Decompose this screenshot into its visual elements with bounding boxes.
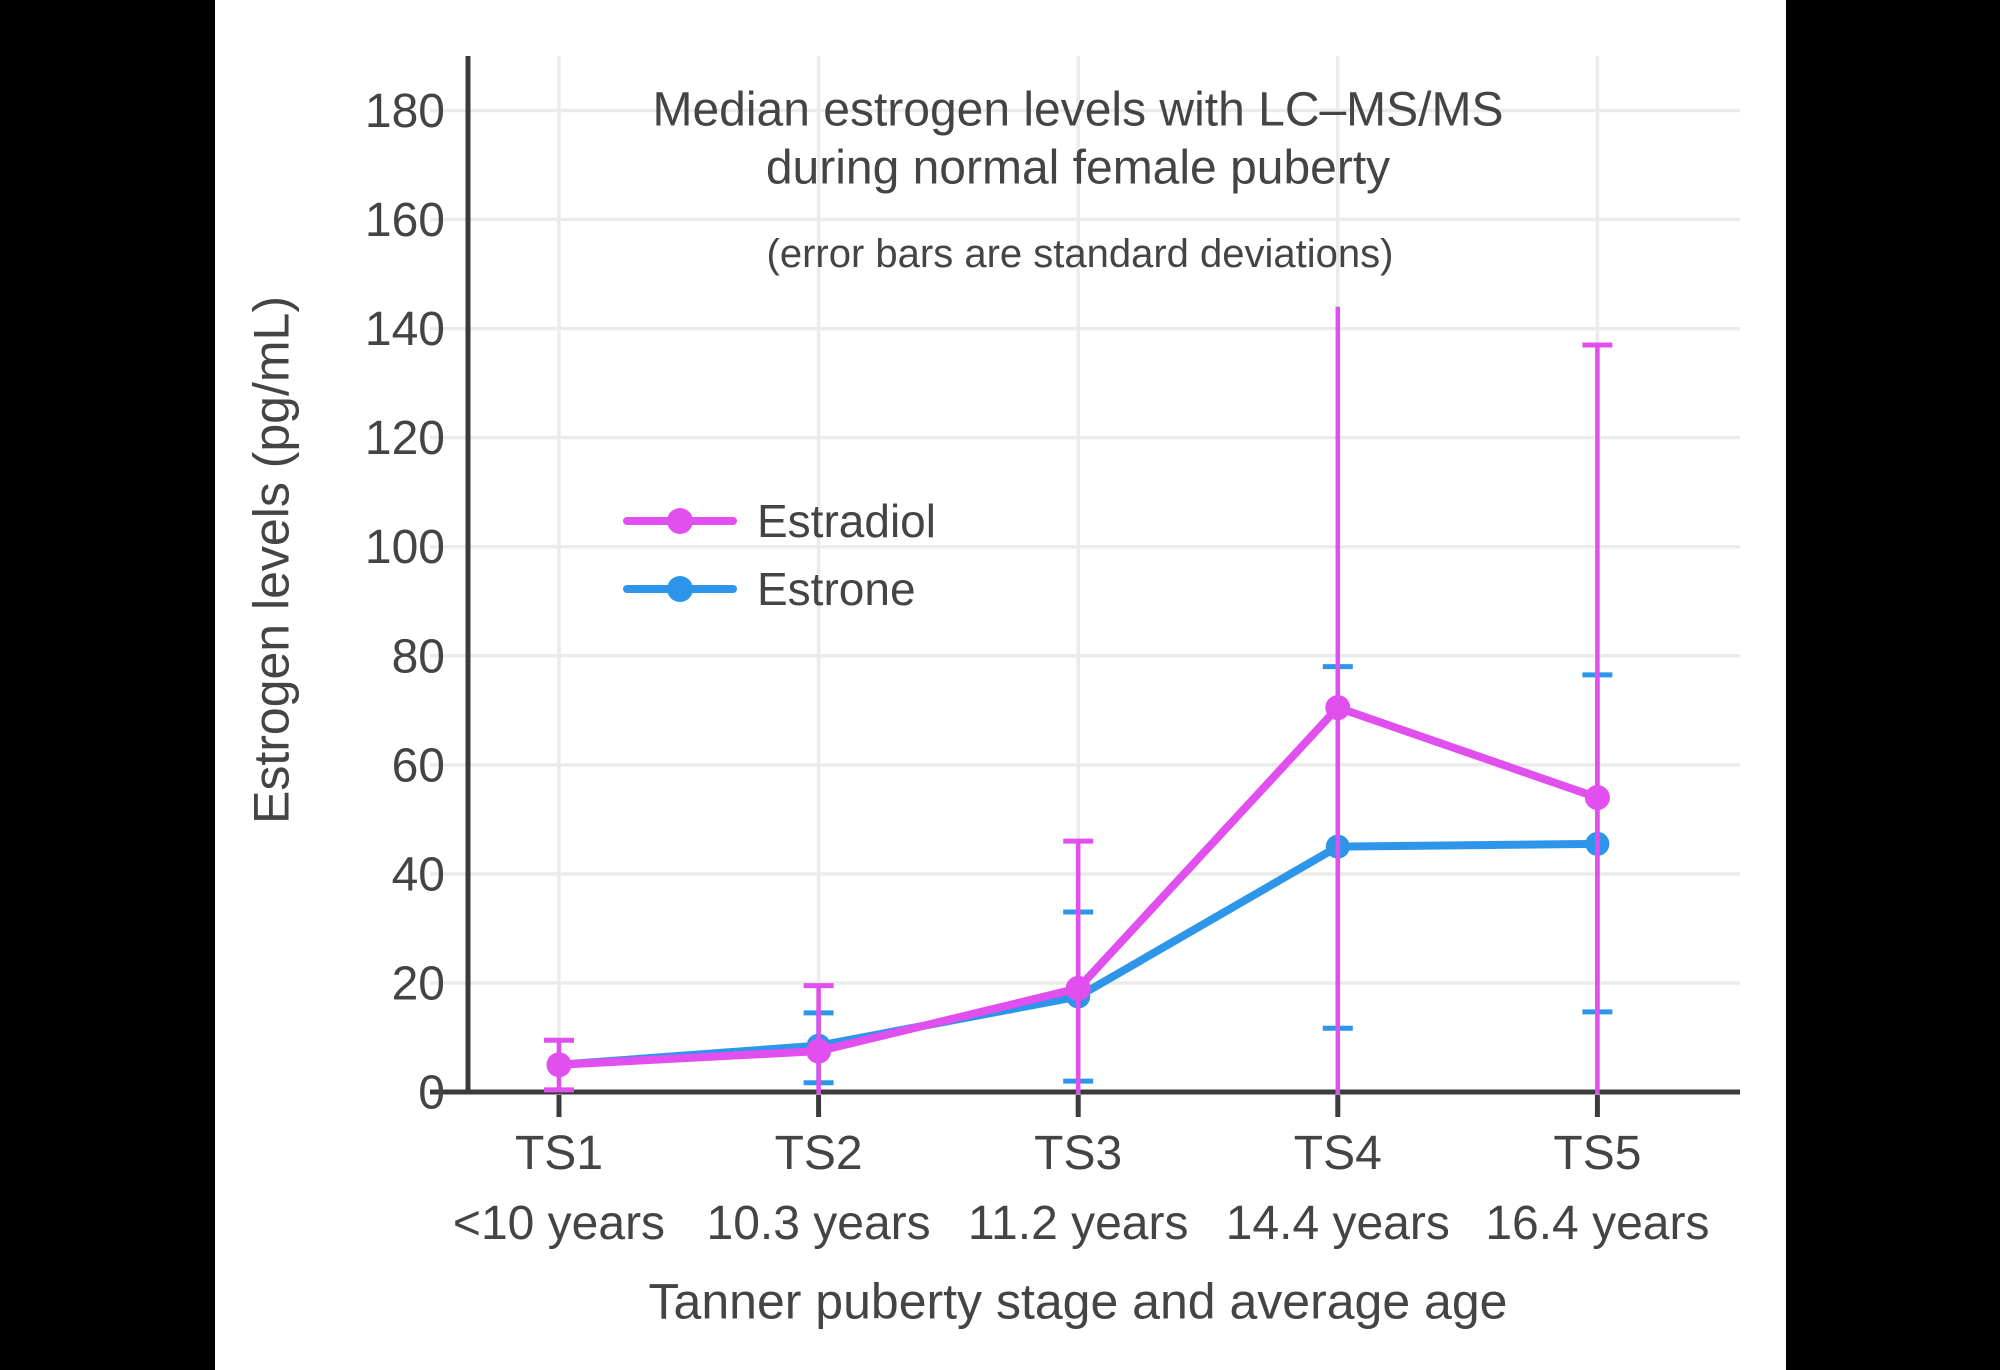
- estradiol-marker: [1325, 695, 1351, 721]
- x-tick-age-label: 14.4 years: [1226, 1197, 1450, 1250]
- legend-estradiol-marker-dot: [667, 508, 693, 534]
- x-axis-title: Tanner puberty stage and average age: [648, 1273, 1508, 1330]
- y-tick-label: 140: [365, 303, 445, 356]
- y-tick-label: 60: [392, 739, 445, 792]
- estradiol-marker: [546, 1052, 572, 1078]
- legend-estradiol-line-swatch: [623, 508, 737, 534]
- y-tick-label: 160: [365, 194, 445, 247]
- legend-estrone-line-swatch: [623, 576, 737, 602]
- y-tick-label: 100: [365, 521, 445, 574]
- y-axis-title: Estrogen levels (pg/mL): [243, 295, 300, 825]
- legend-estrone-label: Estrone: [757, 563, 916, 615]
- chart-title-line-2: during normal female puberty: [765, 141, 1391, 195]
- x-tick-stage-label: TS2: [775, 1127, 863, 1180]
- y-tick-label: 80: [392, 630, 445, 683]
- y-tick-label: 20: [392, 957, 445, 1010]
- x-tick-age-label: 16.4 years: [1485, 1197, 1709, 1250]
- x-tick-stage-label: TS1: [515, 1127, 603, 1180]
- estradiol-marker: [1584, 785, 1610, 811]
- legend-estrone-marker-dot: [667, 576, 693, 602]
- y-tick-label: 40: [392, 848, 445, 901]
- estradiol-marker: [1065, 975, 1091, 1001]
- x-tick-age-label: 10.3 years: [707, 1197, 931, 1250]
- x-tick-age-label: 11.2 years: [968, 1197, 1189, 1250]
- y-tick-label: 0: [418, 1067, 445, 1120]
- y-tick-label: 180: [365, 85, 445, 138]
- x-tick-stage-label: TS4: [1294, 1127, 1382, 1180]
- estradiol-marker: [806, 1038, 832, 1064]
- chart-background: [215, 0, 1786, 1370]
- legend-item-estrone: Estrone: [623, 562, 916, 616]
- chart-title-line-1: Median estrogen levels with LC–MS/MS: [652, 83, 1504, 137]
- x-tick-age-label: <10 years: [453, 1197, 665, 1250]
- x-tick-stage-label: TS3: [1034, 1127, 1122, 1180]
- legend-item-estradiol: Estradiol: [623, 494, 936, 548]
- x-tick-stage-label: TS5: [1553, 1127, 1641, 1180]
- legend-estradiol-label: Estradiol: [757, 495, 936, 547]
- chart-subtitle: (error bars are standard deviations): [766, 232, 1394, 276]
- y-tick-label: 120: [365, 412, 445, 465]
